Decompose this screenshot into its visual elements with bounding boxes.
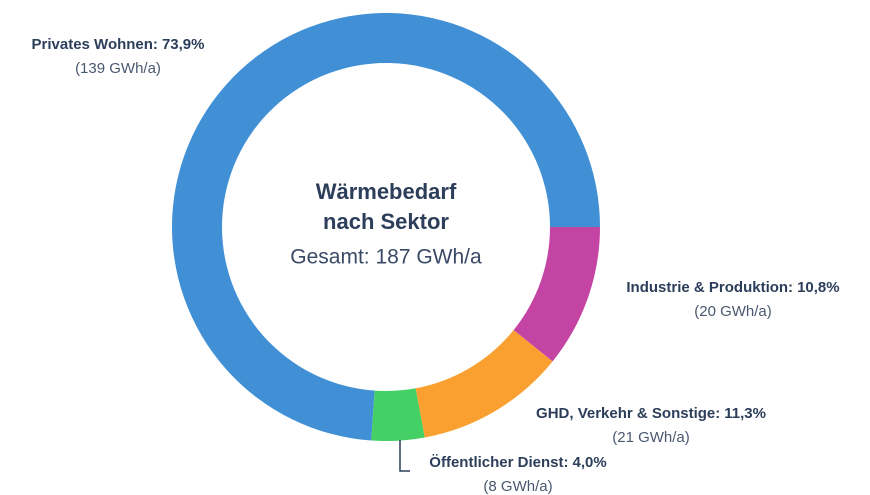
segment-label: GHD, Verkehr & Sonstige: 11,3% xyxy=(536,405,766,422)
donut-segment xyxy=(371,388,425,441)
leader-line xyxy=(399,440,410,472)
energy-label: (20 GWh/a) xyxy=(694,303,772,320)
energy-label: (139 GWh/a) xyxy=(75,60,161,77)
segment-label: Öffentlicher Dienst: 4,0% xyxy=(429,454,606,471)
chart-title-line: Wärmebedarf nach Sektor xyxy=(316,179,457,234)
donut-segment xyxy=(415,329,553,438)
category-name: GHD, Verkehr & Sonstige: xyxy=(536,405,720,422)
category-name: Privates Wohnen: xyxy=(32,36,158,53)
donut-segment xyxy=(513,227,600,362)
energy-label: (21 GWh/a) xyxy=(612,429,690,446)
value-label: 11,3% xyxy=(724,405,766,422)
segment-label: Privates Wohnen: 73,9% xyxy=(32,36,205,53)
value-label: 73,9% xyxy=(162,36,205,53)
energy-label: (8 GWh/a) xyxy=(483,478,552,495)
category-name: Industrie & Produktion: xyxy=(626,279,793,296)
value-label: 4,0% xyxy=(572,454,606,471)
chart-subtitle: Gesamt: 187 GWh/a xyxy=(290,246,482,269)
value-label: 10,8% xyxy=(797,279,840,296)
segment-label: Industrie & Produktion: 10,8% xyxy=(626,279,839,296)
category-name: Öffentlicher Dienst: xyxy=(429,454,568,471)
